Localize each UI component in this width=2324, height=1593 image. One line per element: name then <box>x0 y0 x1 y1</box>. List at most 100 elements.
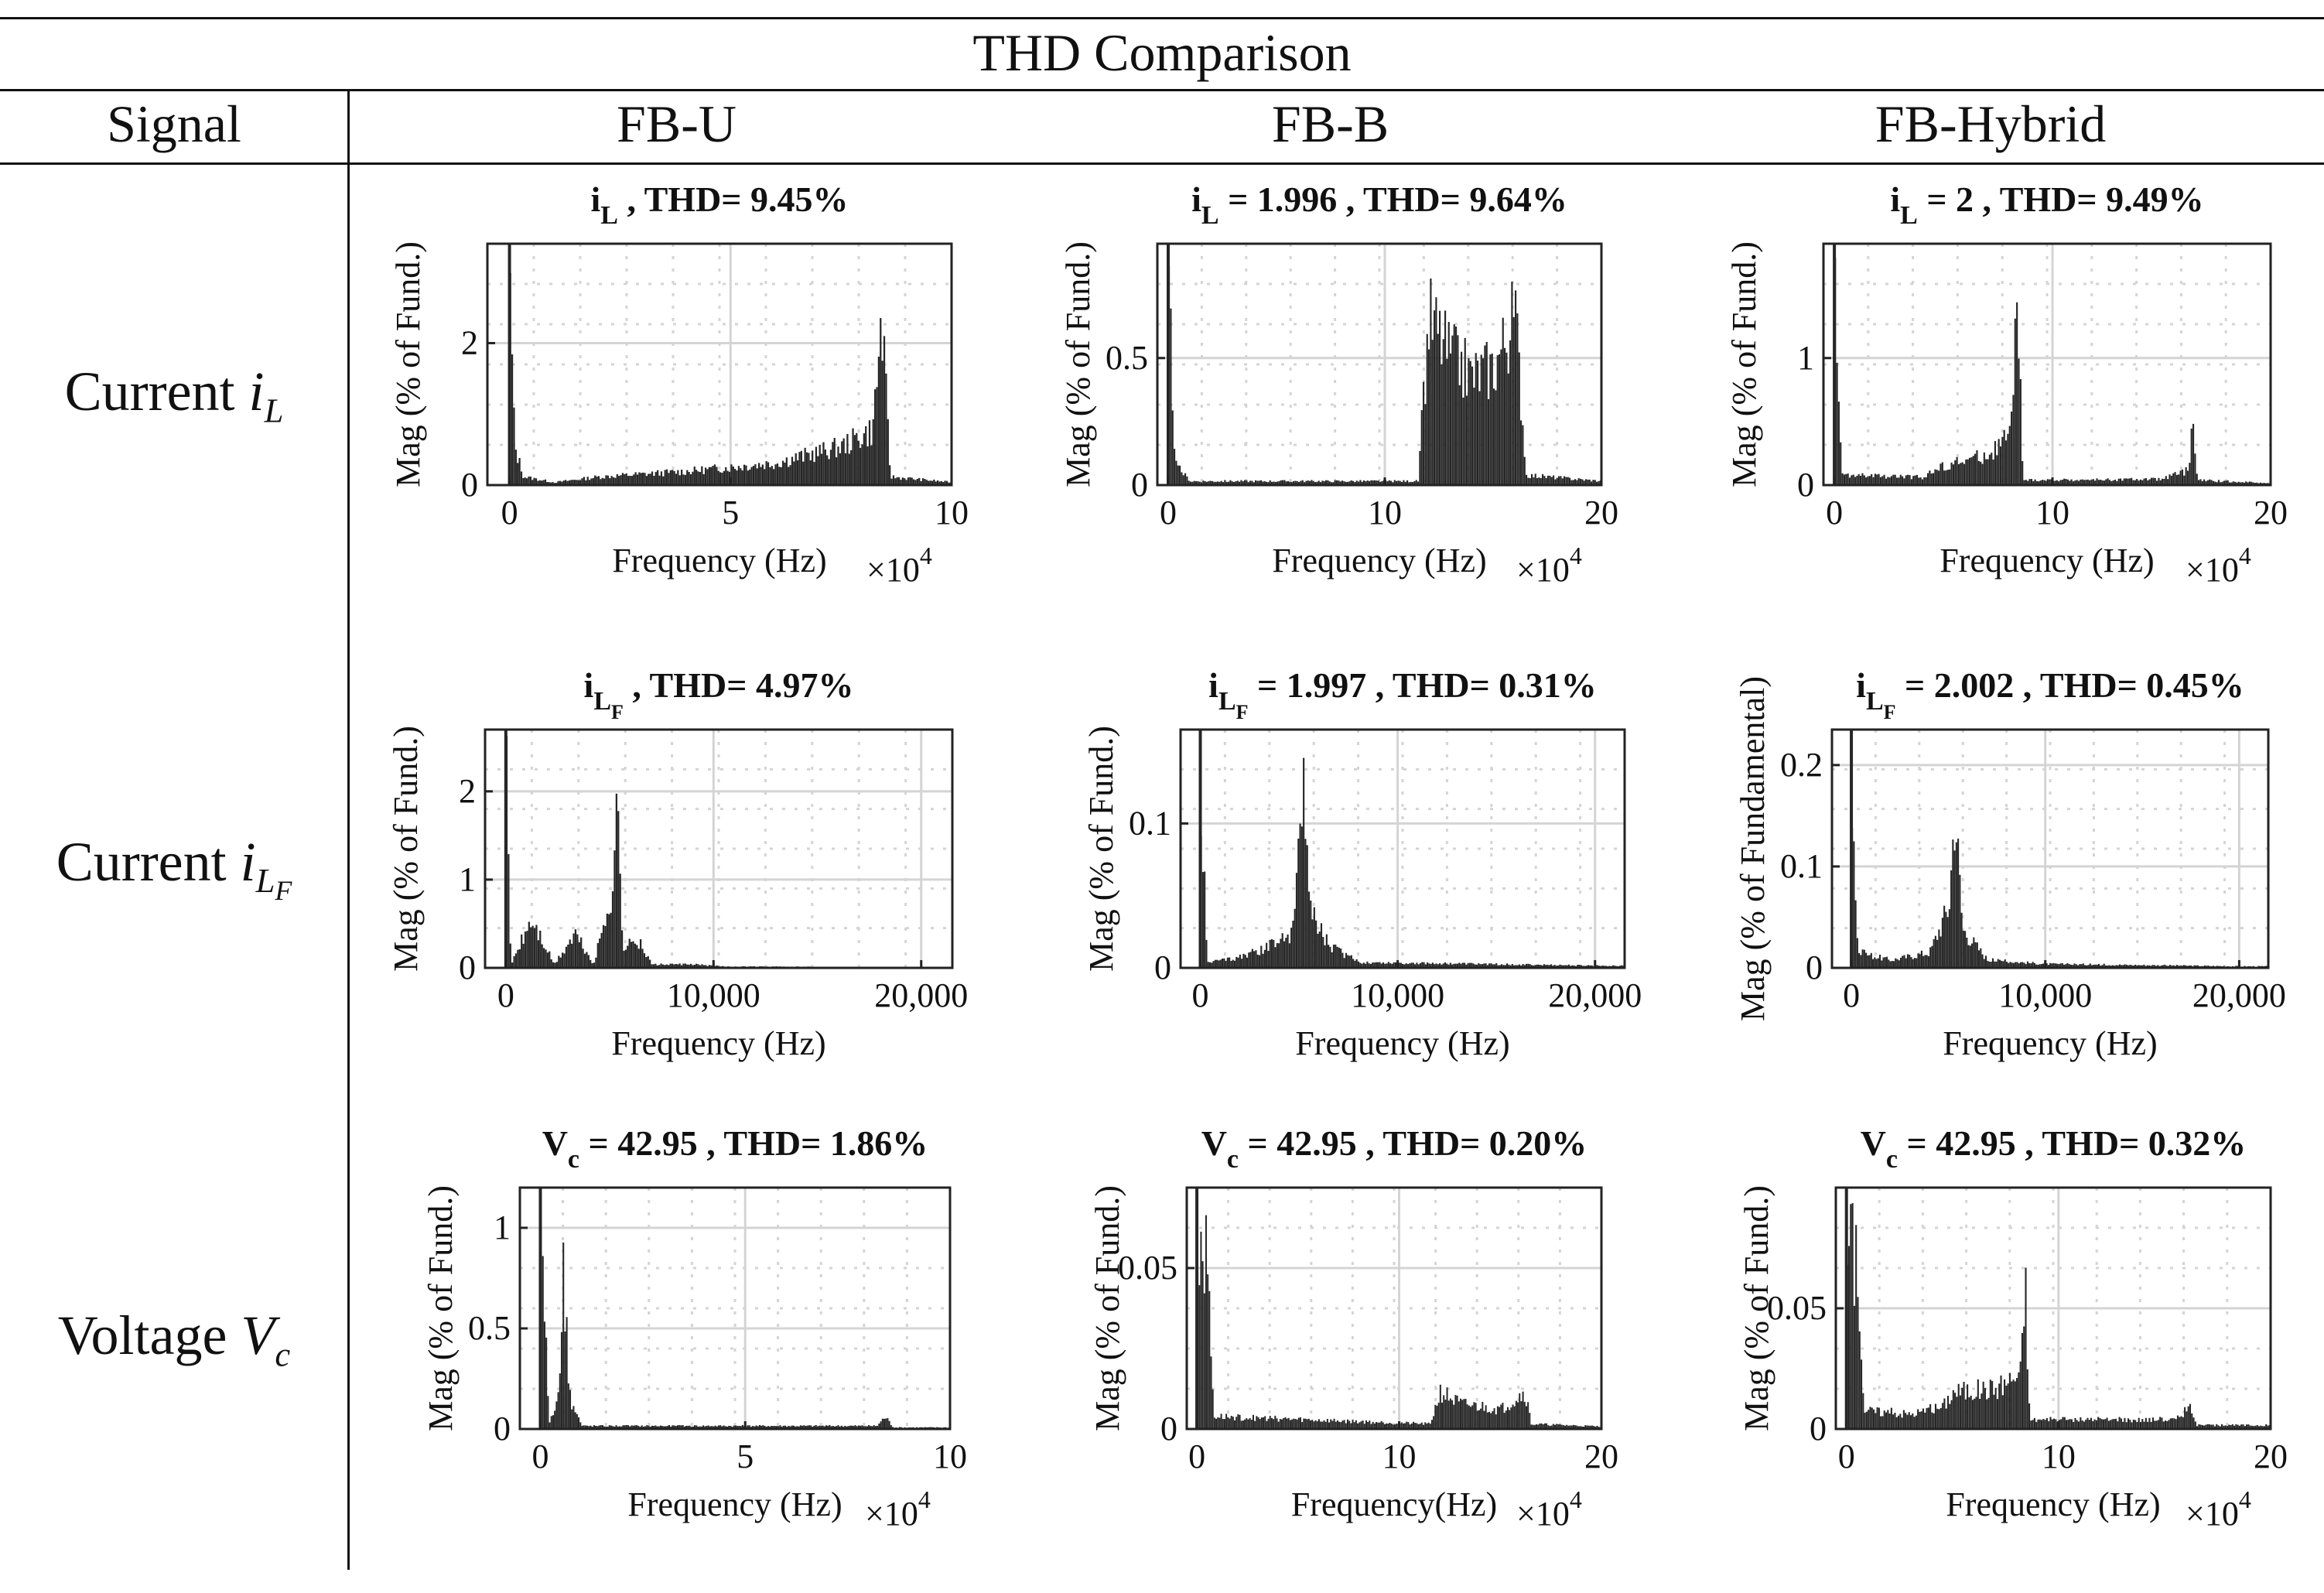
spectrum-bar <box>1423 1424 1425 1429</box>
spectrum-bar <box>542 1256 544 1429</box>
spectrum-bar <box>2067 1420 2069 1429</box>
spectrum-bar <box>640 473 642 485</box>
spectrum-bar <box>1266 942 1268 968</box>
spectrum-bar <box>2166 1420 2168 1429</box>
x-tick-label: 0 <box>1826 494 1843 532</box>
spectrum-bar <box>2251 1425 2253 1429</box>
spectrum-bar <box>1940 936 1942 968</box>
spectrum-bar <box>1394 962 1397 968</box>
spectrum-bar <box>508 853 510 968</box>
spectrum-bar <box>868 1424 870 1429</box>
spectrum-bar <box>1998 959 2001 968</box>
spectrum-bar <box>684 474 687 485</box>
spectrum-bar <box>1287 1417 1290 1429</box>
spectrum-bar <box>804 447 806 485</box>
spectrum-bar <box>2241 482 2244 485</box>
spectrum-bar <box>578 942 580 968</box>
spectrum-bar <box>1894 1412 1896 1429</box>
spectrum-bar <box>1843 474 1846 485</box>
spectrum-bar <box>2086 1417 2089 1429</box>
spectrum-bar <box>1598 481 1600 485</box>
x-multiplier-base: ×10 <box>2186 1495 2239 1533</box>
spectrum-bar <box>1529 478 1531 485</box>
spectrum-bar <box>1879 477 1882 485</box>
spectrum-bar <box>1262 481 1264 485</box>
spectrum-bar <box>2025 964 2027 968</box>
spectrum-bar <box>1902 476 1904 485</box>
spectrum-bar <box>1370 1424 1372 1429</box>
spectrum-bar <box>1589 1425 1591 1429</box>
spectrum-bar <box>2190 428 2192 485</box>
spectrum-bar <box>2247 482 2249 485</box>
spectrum-bar <box>607 475 610 485</box>
spectrum-bar <box>1895 477 1899 485</box>
spectrum-bar <box>2075 964 2077 968</box>
spectrum-bar <box>1294 908 1296 968</box>
spectrum-bar <box>612 477 615 485</box>
spectrum-bar <box>712 466 714 485</box>
spectrum-bar <box>2154 477 2156 485</box>
spectrum-bar <box>1424 404 1427 485</box>
spectrum-bar <box>702 473 705 485</box>
spectrum-bar <box>600 1425 602 1429</box>
spectrum-bar <box>2033 1417 2035 1429</box>
spectrum-bar <box>1420 1422 1423 1429</box>
spectrum-bar <box>913 479 915 485</box>
spectrum-bar <box>1281 933 1283 968</box>
spectrum-bar <box>2209 479 2211 485</box>
spectrum-bar <box>752 1426 754 1429</box>
spectrum-bar <box>758 1424 760 1429</box>
spectrum-bar <box>1323 1420 1325 1429</box>
spectrum-bar <box>1258 480 1260 485</box>
spectrum-bar <box>1899 1414 1902 1429</box>
spectrum-bar <box>2102 1419 2105 1429</box>
spectrum-bar <box>1574 479 1577 485</box>
spectrum-bar <box>1317 933 1319 968</box>
spectrum-bar <box>1998 439 2000 485</box>
spectrum-bar <box>1545 965 1547 968</box>
spectrum-bar <box>1913 958 1916 968</box>
spectrum-bar <box>629 1426 631 1429</box>
x-axis-label: Frequency (Hz) <box>627 1485 842 1523</box>
spectrum-bar <box>1249 1417 1251 1429</box>
spectrum-bar <box>1201 1261 1204 1429</box>
spectrum-bar <box>839 1426 841 1429</box>
spectrum-bar <box>695 470 698 485</box>
spectrum-bar <box>2223 480 2226 485</box>
spectrum-bar <box>769 467 771 485</box>
spectrum-bar <box>672 470 674 485</box>
spectrum-bar <box>1486 1412 1488 1429</box>
spectrum-bar <box>1256 1416 1258 1429</box>
spectrum-bar <box>545 949 547 968</box>
plot-title: Vc = 42.95 , THD= 0.20% <box>1201 1123 1587 1174</box>
spectrum-bar <box>1341 1420 1344 1429</box>
spectrum-bar <box>1468 962 1471 968</box>
axes-frame <box>1830 728 2270 969</box>
spectrum-bar <box>1550 964 1553 968</box>
spectrum-bar <box>1553 475 1555 485</box>
spectrum-bar <box>1497 965 1499 968</box>
axes-frame <box>1185 1186 1603 1431</box>
spectrum-bar <box>1263 480 1266 485</box>
spectrum-bar <box>2094 964 2097 968</box>
spectrum-bar <box>2004 1379 2006 1429</box>
spectrum-bar <box>1995 961 1998 968</box>
spectrum-bar <box>791 456 794 485</box>
spectrum-bar <box>1493 388 1495 485</box>
spectrum-bar <box>1350 1423 1352 1429</box>
spectrum-bar <box>1233 960 1236 968</box>
spectrum-bar <box>1343 1420 1345 1429</box>
spectrum-bar <box>2108 480 2111 485</box>
spectrum-bar <box>1493 1408 1495 1429</box>
spectrum-bar <box>2259 482 2262 485</box>
spectrum-bar <box>1581 479 1584 485</box>
spectrum-bar <box>1289 481 1291 485</box>
spectrum-bar <box>732 467 734 485</box>
spectrum-bar <box>1938 929 1940 968</box>
spectrum-bar <box>1542 1424 1544 1429</box>
spectrum-bar <box>1992 459 1994 485</box>
spectrum-bar <box>1587 965 1590 968</box>
spectrum-bar <box>2088 1420 2090 1429</box>
spectrum-bar <box>1277 1421 1280 1429</box>
spectrum-bar <box>688 471 690 485</box>
